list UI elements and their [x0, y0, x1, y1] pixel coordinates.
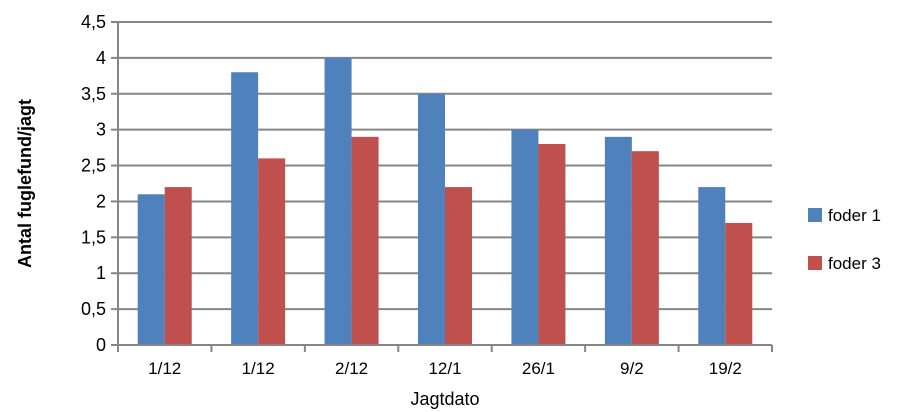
x-tick-label: 9/2: [620, 359, 644, 378]
bar-foder-1-0: [137, 194, 165, 345]
x-tick-label: 1/12: [242, 359, 275, 378]
y-axis-title: Antal fuglefund/jagt: [15, 99, 35, 268]
bar-foder-3-0: [164, 187, 192, 345]
x-tick-label: 1/12: [148, 359, 181, 378]
axes: [111, 21, 773, 352]
legend-label-foder-1: foder 1: [828, 206, 881, 225]
y-tick-label: 1: [96, 263, 106, 283]
x-tick-label: 19/2: [709, 359, 742, 378]
x-tick-label: 2/12: [335, 359, 368, 378]
y-tick-label: 4: [96, 48, 106, 68]
x-axis-title: Jagtdato: [410, 389, 479, 409]
bar-foder-1-5: [604, 136, 632, 345]
y-tick-label: 0,5: [81, 299, 106, 319]
y-tick-label: 3: [96, 120, 106, 140]
legend-swatch-foder-3: [808, 256, 822, 270]
y-tick-label: 2,5: [81, 156, 106, 176]
bar-foder-3-5: [631, 151, 659, 345]
bar-foder-3-4: [538, 144, 566, 345]
bar-foder-1-6: [698, 187, 726, 345]
y-tick-label: 4,5: [81, 12, 106, 32]
y-tick-label: 2: [96, 191, 106, 211]
bar-foder-3-2: [351, 136, 379, 345]
bar-foder-1-2: [324, 57, 352, 346]
y-tick-label: 1,5: [81, 227, 106, 247]
legend-swatch-foder-1: [808, 208, 822, 222]
bar-foder-1-4: [511, 129, 539, 345]
bar-foder-3-1: [258, 158, 286, 345]
legend-label-foder-3: foder 3: [828, 254, 881, 273]
legend: foder 1 foder 3: [808, 206, 881, 273]
bars: [137, 57, 753, 346]
axis-labels: 0 0,5 1 1,5 2 2,5 3 3,5 4 4,5 1/12 1/12 2/12 12/1 26/1…: [81, 12, 742, 378]
bar-foder-3-6: [725, 222, 753, 345]
bar-foder-1-1: [231, 72, 259, 345]
x-tick-label: 26/1: [522, 359, 555, 378]
x-tick-label: 12/1: [428, 359, 461, 378]
bar-foder-3-3: [445, 187, 472, 345]
y-tick-label: 3,5: [81, 84, 106, 104]
bar-foder-1-3: [418, 93, 445, 346]
y-tick-label: 0: [96, 335, 106, 355]
